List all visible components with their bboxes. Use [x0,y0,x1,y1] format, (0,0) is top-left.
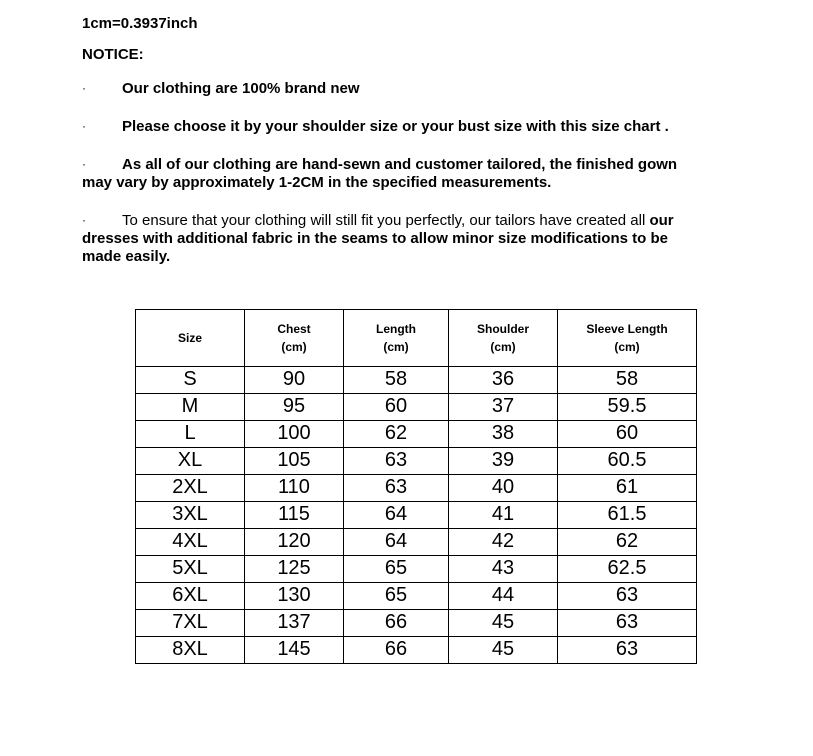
cell-sleeve: 60.5 [558,448,697,475]
cell-length: 66 [344,610,449,637]
cell-sleeve: 63 [558,610,697,637]
page-root: 1cm=0.3937inch NOTICE: · Our clothing ar… [0,0,813,684]
table-row: 8XL145664563 [136,637,697,664]
cell-sleeve: 60 [558,421,697,448]
table-row: M95603759.5 [136,394,697,421]
cell-size: 6XL [136,583,245,610]
notice-item-text: Our clothing are 100% brand new [122,77,743,101]
cell-chest: 95 [245,394,344,421]
cell-chest: 130 [245,583,344,610]
cell-size: 2XL [136,475,245,502]
table-row: 3XL115644161.5 [136,502,697,529]
table-row: S90583658 [136,367,697,394]
cell-sleeve: 63 [558,637,697,664]
unit-conversion: 1cm=0.3937inch [82,15,743,32]
cell-shoulder: 40 [449,475,558,502]
cell-chest: 137 [245,610,344,637]
cell-shoulder: 43 [449,556,558,583]
cell-chest: 120 [245,529,344,556]
cell-length: 65 [344,556,449,583]
cell-sleeve: 58 [558,367,697,394]
table-row: 4XL120644262 [136,529,697,556]
notice-item-1: · Our clothing are 100% brand new [82,77,743,101]
cell-shoulder: 44 [449,583,558,610]
cell-size: L [136,421,245,448]
cell-length: 63 [344,448,449,475]
notice-item-4-cont1: dresses with additional fabric in the se… [82,227,743,251]
size-chart-container: SizeChest(cm)Length(cm)Shoulder(cm)Sleev… [135,309,813,664]
col-header-length: Length(cm) [344,310,449,367]
cell-size: 3XL [136,502,245,529]
cell-size: XL [136,448,245,475]
table-row: L100623860 [136,421,697,448]
size-chart-body: S90583658M95603759.5L100623860XL10563396… [136,367,697,664]
cell-chest: 105 [245,448,344,475]
col-header-sleeve: Sleeve Length(cm) [558,310,697,367]
cell-sleeve: 62.5 [558,556,697,583]
cell-shoulder: 36 [449,367,558,394]
bullet-dot-icon: · [82,77,122,98]
cell-chest: 110 [245,475,344,502]
cell-length: 60 [344,394,449,421]
cell-length: 62 [344,421,449,448]
col-header-size: Size [136,310,245,367]
cell-size: 7XL [136,610,245,637]
size-chart-header-row: SizeChest(cm)Length(cm)Shoulder(cm)Sleev… [136,310,697,367]
size-chart-table: SizeChest(cm)Length(cm)Shoulder(cm)Sleev… [135,309,697,664]
cell-size: 4XL [136,529,245,556]
cell-shoulder: 39 [449,448,558,475]
table-row: XL105633960.5 [136,448,697,475]
cell-shoulder: 45 [449,637,558,664]
cell-shoulder: 38 [449,421,558,448]
cell-sleeve: 61.5 [558,502,697,529]
table-row: 2XL110634061 [136,475,697,502]
bullet-dot-icon: · [82,115,122,136]
table-row: 5XL125654362.5 [136,556,697,583]
table-row: 7XL137664563 [136,610,697,637]
table-row: 6XL130654463 [136,583,697,610]
cell-sleeve: 62 [558,529,697,556]
cell-length: 64 [344,502,449,529]
notice-heading: NOTICE: [82,46,743,63]
cell-chest: 100 [245,421,344,448]
cell-size: 8XL [136,637,245,664]
cell-chest: 115 [245,502,344,529]
size-chart-header: SizeChest(cm)Length(cm)Shoulder(cm)Sleev… [136,310,697,367]
cell-size: M [136,394,245,421]
cell-length: 66 [344,637,449,664]
cell-chest: 145 [245,637,344,664]
cell-shoulder: 42 [449,529,558,556]
cell-chest: 125 [245,556,344,583]
cell-length: 65 [344,583,449,610]
col-header-chest: Chest(cm) [245,310,344,367]
cell-sleeve: 61 [558,475,697,502]
cell-length: 64 [344,529,449,556]
cell-size: 5XL [136,556,245,583]
cell-length: 63 [344,475,449,502]
col-header-shoulder: Shoulder(cm) [449,310,558,367]
cell-size: S [136,367,245,394]
notice-item-2: · Please choose it by your shoulder size… [82,115,743,139]
notice-block: 1cm=0.3937inch NOTICE: · Our clothing ar… [0,15,813,269]
cell-shoulder: 41 [449,502,558,529]
cell-shoulder: 45 [449,610,558,637]
cell-chest: 90 [245,367,344,394]
notice-item-text: Please choose it by your shoulder size o… [122,115,743,139]
cell-length: 58 [344,367,449,394]
cell-shoulder: 37 [449,394,558,421]
cell-sleeve: 59.5 [558,394,697,421]
cell-sleeve: 63 [558,583,697,610]
